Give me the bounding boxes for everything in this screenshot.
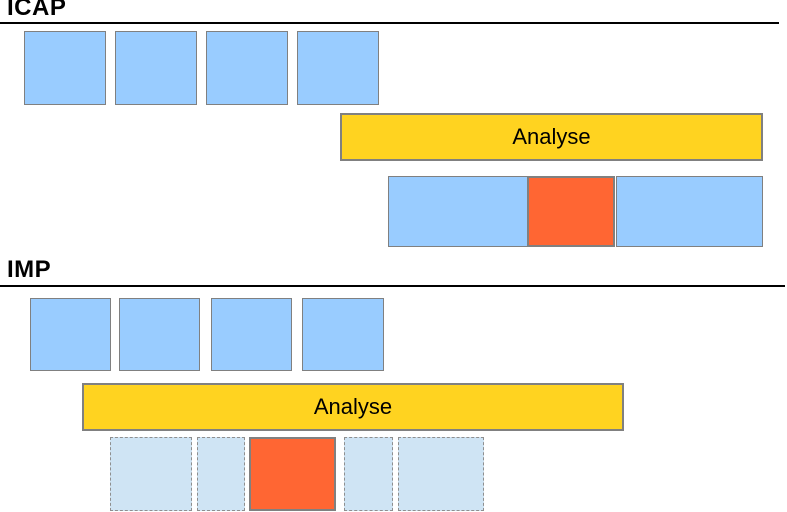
- highlight-block: [249, 437, 336, 511]
- section-title-imp: IMP: [7, 256, 52, 283]
- input-blocks-row-imp: [0, 298, 787, 371]
- analyse-label-imp: Analyse: [313, 394, 393, 419]
- sample-block: [211, 298, 292, 371]
- analyse-bar-imp: Analyse: [82, 383, 624, 431]
- title-underline-imp: [0, 285, 785, 287]
- result-block: [616, 176, 763, 247]
- ghost-block: [197, 437, 245, 511]
- input-blocks-row-icap: [0, 31, 787, 105]
- sample-block: [119, 298, 200, 371]
- result-block: [388, 176, 528, 247]
- sample-block: [30, 298, 111, 371]
- ghost-block: [110, 437, 192, 511]
- analyse-label-icap: Analyse: [512, 124, 591, 149]
- sample-block: [297, 31, 379, 105]
- sample-block: [206, 31, 288, 105]
- sample-block: [24, 31, 106, 105]
- analyse-bar-icap: Analyse: [340, 113, 763, 161]
- result-blocks-row-icap: [0, 176, 787, 247]
- sample-block: [115, 31, 197, 105]
- section-title-icap: ICAP: [7, 0, 67, 21]
- ghost-block: [398, 437, 484, 511]
- ghost-block: [344, 437, 393, 511]
- sample-block: [302, 298, 384, 371]
- result-blocks-row-imp: [0, 437, 787, 511]
- highlight-block: [527, 176, 615, 247]
- title-underline-icap: [0, 22, 779, 24]
